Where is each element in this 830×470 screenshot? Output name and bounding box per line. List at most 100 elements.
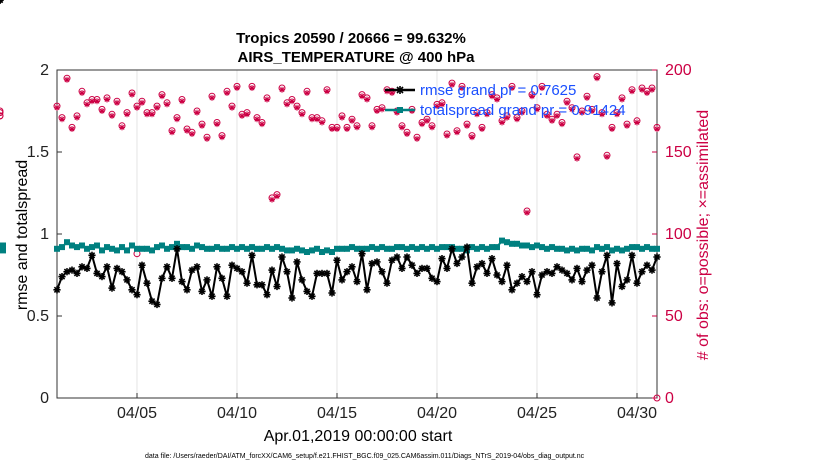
totalspread-point <box>374 245 380 252</box>
totalspread-point <box>634 244 640 251</box>
obs-assimilated-series <box>0 0 660 216</box>
y-axis-right-label: # of obs: o=possible; ×=assimilated <box>695 110 712 360</box>
obs-assimilated-point <box>109 112 115 119</box>
totalspread-point <box>259 245 265 252</box>
y-tick-label: 1 <box>40 226 49 243</box>
rmse-point <box>323 269 331 277</box>
totalspread-point <box>594 244 600 251</box>
totalspread-point <box>584 245 590 252</box>
totalspread-point <box>509 240 515 247</box>
totalspread-point <box>54 245 60 252</box>
rmse-point <box>558 266 566 274</box>
totalspread-point <box>209 245 215 252</box>
obs-assimilated-point <box>599 111 605 118</box>
rmse-point <box>128 286 136 294</box>
obs-assimilated-point <box>354 124 360 131</box>
obs-assimilated-point <box>454 129 460 136</box>
totalspread-point <box>639 245 645 252</box>
rmse-point <box>563 269 571 277</box>
obs-assimilated-point <box>194 109 200 116</box>
obs-assimilated-point <box>479 126 485 132</box>
obs-assimilated-point <box>214 121 220 128</box>
rmse-point <box>528 268 536 276</box>
rmse-point <box>113 264 121 272</box>
obs-assimilated-point <box>514 116 520 123</box>
obs-assimilated-point <box>184 127 190 134</box>
obs-assimilated-point <box>654 126 660 132</box>
obs-assimilated-point <box>414 135 420 142</box>
x-tick-label: 04/05 <box>117 405 157 422</box>
rmse-point <box>453 259 461 268</box>
obs-assimilated-point <box>469 134 475 141</box>
obs-assimilated-point <box>339 114 345 121</box>
obs-assimilated-point <box>459 85 465 91</box>
obs-assimilated-point <box>129 91 135 98</box>
totalspread-point <box>539 244 545 251</box>
totalspread-point <box>64 239 70 246</box>
y-tick-label: 2 <box>40 62 49 79</box>
totalspread-point <box>404 245 410 252</box>
obs-assimilated-point <box>399 124 405 131</box>
y-tick-label: 0 <box>40 390 49 407</box>
x-tick-label: 04/20 <box>417 405 457 422</box>
obs-assimilated-point <box>239 112 245 119</box>
totalspread-point <box>544 245 550 252</box>
totalspread-point <box>94 242 100 249</box>
totalspread-point <box>229 244 235 251</box>
obs-assimilated-point <box>424 117 430 124</box>
totalspread-point <box>214 244 220 251</box>
rmse-point <box>288 294 296 302</box>
totalspread-point <box>579 245 585 252</box>
totalspread-point <box>244 245 250 252</box>
obs-assimilated-point <box>509 85 515 91</box>
rmse-point <box>98 273 106 281</box>
obs-assimilated-point <box>344 126 350 132</box>
obs-assimilated-point <box>404 131 410 137</box>
obs-assimilated-point <box>614 111 620 118</box>
obs-assimilated-point <box>114 99 120 106</box>
totalspread-point <box>494 244 500 251</box>
obs-assimilated-point <box>99 108 105 114</box>
obs-assimilated-point <box>584 94 590 101</box>
rmse-point <box>178 278 186 286</box>
obs-assimilated-point <box>64 76 70 83</box>
rmse-point <box>53 286 61 294</box>
obs-assimilated-point <box>219 134 225 141</box>
obs-assimilated-point <box>504 114 510 121</box>
totalspread-point <box>389 245 395 252</box>
x-tick-label: 04/25 <box>517 405 557 422</box>
totalspread-point <box>134 245 140 252</box>
rmse-point <box>93 269 101 277</box>
totalspread-point <box>399 244 405 251</box>
obs-assimilated-point <box>474 111 480 118</box>
legend-rmse-marker <box>396 86 404 94</box>
totalspread-point <box>74 244 80 251</box>
rmse-point <box>648 266 656 274</box>
obs-assimilated-point <box>589 108 595 114</box>
totalspread-point <box>344 245 350 252</box>
obs-assimilated-point <box>649 86 655 93</box>
rmse-point <box>103 263 111 271</box>
obs-assimilated-point <box>289 98 295 105</box>
rmse-point <box>133 291 141 299</box>
totalspread-point <box>249 244 255 251</box>
obs-assimilated-point <box>359 93 365 100</box>
totalspread-point <box>139 245 145 252</box>
rmse-point <box>523 278 531 286</box>
rmse-point <box>163 263 171 271</box>
obs-assimilated-point <box>329 126 335 132</box>
obs-assimilated-point <box>124 111 130 118</box>
y-axis-right: 0 50 100 150 200 <box>652 62 692 407</box>
obs-assimilated-point <box>349 117 355 124</box>
totalspread-point <box>89 244 95 251</box>
obs-assimilated-point <box>559 121 565 128</box>
obs-assimilated-point <box>94 98 100 105</box>
rmse-point <box>318 269 326 277</box>
rmse-point <box>108 284 116 292</box>
obs-assimilated-point <box>489 93 495 100</box>
obs-assimilated-point <box>449 81 455 88</box>
rmse-point <box>0 0 4 4</box>
totalspread-point <box>124 247 130 254</box>
y-right-tick-label: 50 <box>665 308 683 325</box>
totalspread-point <box>359 245 365 252</box>
